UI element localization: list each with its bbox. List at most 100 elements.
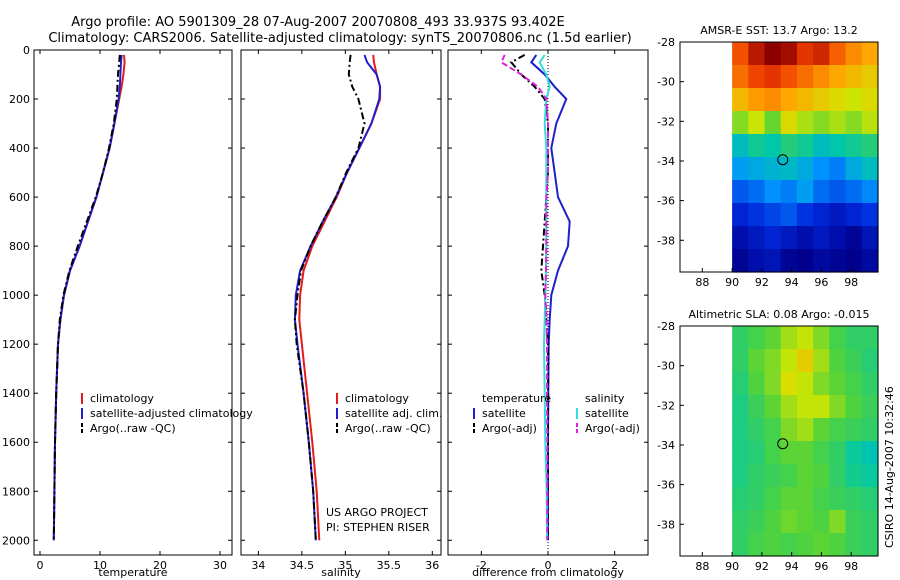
difference-profile-series [509, 54, 549, 541]
sst-map-cell [796, 226, 814, 250]
sla-map-cell [764, 533, 782, 557]
temperature-profile-ytick-label: 800 [9, 240, 30, 253]
sst-map-cell [780, 88, 798, 112]
sst-map-ytick-label: -30 [657, 76, 675, 89]
sst-map-cell [845, 134, 863, 158]
sla-map-cell [829, 349, 847, 373]
sst-map-cell [861, 88, 879, 112]
sla-map-frame [679, 325, 879, 557]
sst-map-panel: AMSR-E SST: 13.7 Argo: 13.2 88 90 92 94 96 98 -… [657, 24, 879, 289]
sla-map-cell [764, 326, 782, 350]
temperature-profile-ytick-label: 1200 [2, 338, 30, 351]
salinity-panel: 34 34.5 35 35.5 36 salinity climatology satelli… [240, 49, 442, 579]
salinity-profile-xtick-label: 34.5 [290, 559, 315, 572]
sla-map-cell [764, 487, 782, 511]
sst-map-cell [829, 226, 847, 250]
sst-map-cell [796, 180, 814, 204]
sst-map-cell [796, 203, 814, 227]
sla-map-cell [845, 418, 863, 442]
sst-map-cell [861, 157, 879, 181]
temperature-profile-xtick-label: 20 [153, 559, 167, 572]
sla-map-ytick-label: -32 [657, 399, 675, 412]
sla-map-cell [861, 395, 879, 419]
sla-map-cell [732, 395, 749, 419]
sla-map-cell [764, 349, 782, 373]
difference-profile-series [529, 54, 571, 541]
sla-map-cell [732, 349, 749, 373]
salinity-profile-legend-entry: satellite adj. clim. [345, 407, 442, 420]
temperature-profile-ytick-label: 600 [9, 191, 30, 204]
temperature-profile-ytick-label: 1800 [2, 485, 30, 498]
difference-profile-legend-entry: satellite [585, 407, 629, 420]
sla-map-cell [845, 372, 863, 396]
difference-profile-series [500, 54, 549, 541]
sst-map-cell [780, 65, 798, 89]
sst-map-cell [829, 65, 847, 89]
sla-map-cell [845, 487, 863, 511]
sst-map-cell [732, 88, 749, 112]
sla-map-cell [813, 441, 830, 465]
sla-map-panel: Altimetric SLA: 0.08 Argo: -0.015 88 90 92 9… [657, 308, 879, 573]
sla-map-cell [845, 326, 863, 350]
sla-map-cell [813, 464, 830, 488]
sst-map-cell [845, 88, 863, 112]
sla-map-cell [748, 372, 766, 396]
sla-map-cell [845, 510, 863, 534]
sla-map-cell [748, 533, 766, 557]
sst-map-cell [732, 157, 749, 181]
project-label: US ARGO PROJECT [326, 506, 428, 519]
sla-map-xtick-label: 92 [755, 560, 769, 573]
sst-map-cell [861, 203, 879, 227]
sla-map-cell [829, 533, 847, 557]
sla-map-cell [813, 510, 830, 534]
temperature-profile-xtick-label: 0 [37, 559, 44, 572]
sst-map-cell [732, 249, 749, 273]
sla-map-cell [780, 372, 798, 396]
sst-map-cell [813, 88, 830, 112]
temperature-profile-ytick-label: 2000 [2, 534, 30, 547]
sst-map-cell [845, 249, 863, 273]
sla-map-cell [764, 441, 782, 465]
sst-map-cell [748, 180, 766, 204]
sst-map-cell [780, 157, 798, 181]
difference-profile-xlabel: difference from climatology [472, 566, 624, 579]
sst-map-cell [813, 180, 830, 204]
sla-map-cell [796, 464, 814, 488]
sla-map-ytick-label: -30 [657, 360, 675, 373]
sst-map-cell [796, 88, 814, 112]
sla-map-cell [780, 533, 798, 557]
sst-map-cell [780, 203, 798, 227]
sst-map-cell [764, 249, 782, 273]
temperature-profile-frame [33, 49, 233, 556]
sla-map-cell [732, 533, 749, 557]
sst-map-cell [861, 65, 879, 89]
sst-map-xtick-label: 98 [844, 276, 858, 289]
sla-map-cell [829, 464, 847, 488]
sst-map-cell [845, 180, 863, 204]
temperature-profile-ytick-label: 1400 [2, 387, 30, 400]
sst-map-cell [748, 226, 766, 250]
sla-map-cell [861, 510, 879, 534]
sst-map-title: AMSR-E SST: 13.7 Argo: 13.2 [700, 24, 858, 37]
sla-map-cell [732, 510, 749, 534]
sst-map-cell [764, 180, 782, 204]
temperature-profile-xtick-label: 10 [93, 559, 107, 572]
sst-map-ytick-label: -32 [657, 115, 675, 128]
sla-map-cell [829, 487, 847, 511]
sst-map-frame [679, 41, 879, 273]
salinity-profile-legend-entry: Argo(..raw -QC) [345, 422, 431, 435]
sst-map-cell [780, 111, 798, 135]
sst-map-cell [796, 65, 814, 89]
sla-map-xtick-label: 94 [785, 560, 799, 573]
temperature-profile-legend-entry: Argo(..raw -QC) [90, 422, 176, 435]
sla-map-cell [764, 418, 782, 442]
sla-map-cell [861, 441, 879, 465]
sst-map-cell [845, 42, 863, 66]
sla-map-cell [748, 510, 766, 534]
sla-map-cell [861, 349, 879, 373]
sst-map-cell [796, 134, 814, 158]
sst-map-cell [780, 134, 798, 158]
sst-map-cell [813, 134, 830, 158]
